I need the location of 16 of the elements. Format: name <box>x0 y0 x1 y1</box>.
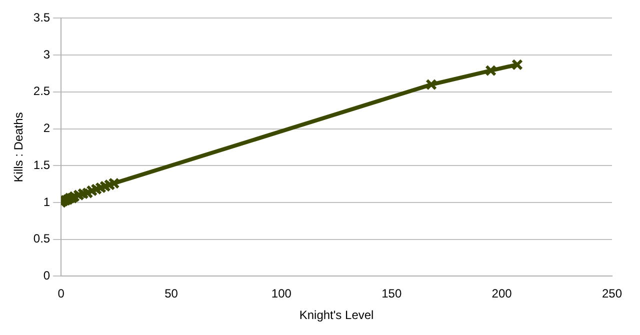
x-tick-label: 100 <box>271 286 292 301</box>
y-tick-label: 3 <box>43 47 50 62</box>
y-axis-title: Kills : Deaths <box>12 112 26 182</box>
x-tick-label: 200 <box>492 286 512 301</box>
y-tick-label: 0.5 <box>33 232 50 246</box>
x-tick-label: 250 <box>602 286 622 301</box>
y-tick-label: 2 <box>43 121 50 136</box>
x-tick-label: 50 <box>164 286 178 301</box>
y-tick-label: 3.5 <box>33 10 50 25</box>
y-tick-label: 0 <box>43 268 50 283</box>
x-tick-label: 150 <box>382 286 402 301</box>
y-tick-label: 1.5 <box>33 158 50 172</box>
x-tick-label: 0 <box>58 286 65 301</box>
y-tick-label: 2.5 <box>33 84 50 98</box>
y-tick-label: 1 <box>43 194 50 209</box>
x-axis-title: Knight's Level <box>299 308 374 322</box>
